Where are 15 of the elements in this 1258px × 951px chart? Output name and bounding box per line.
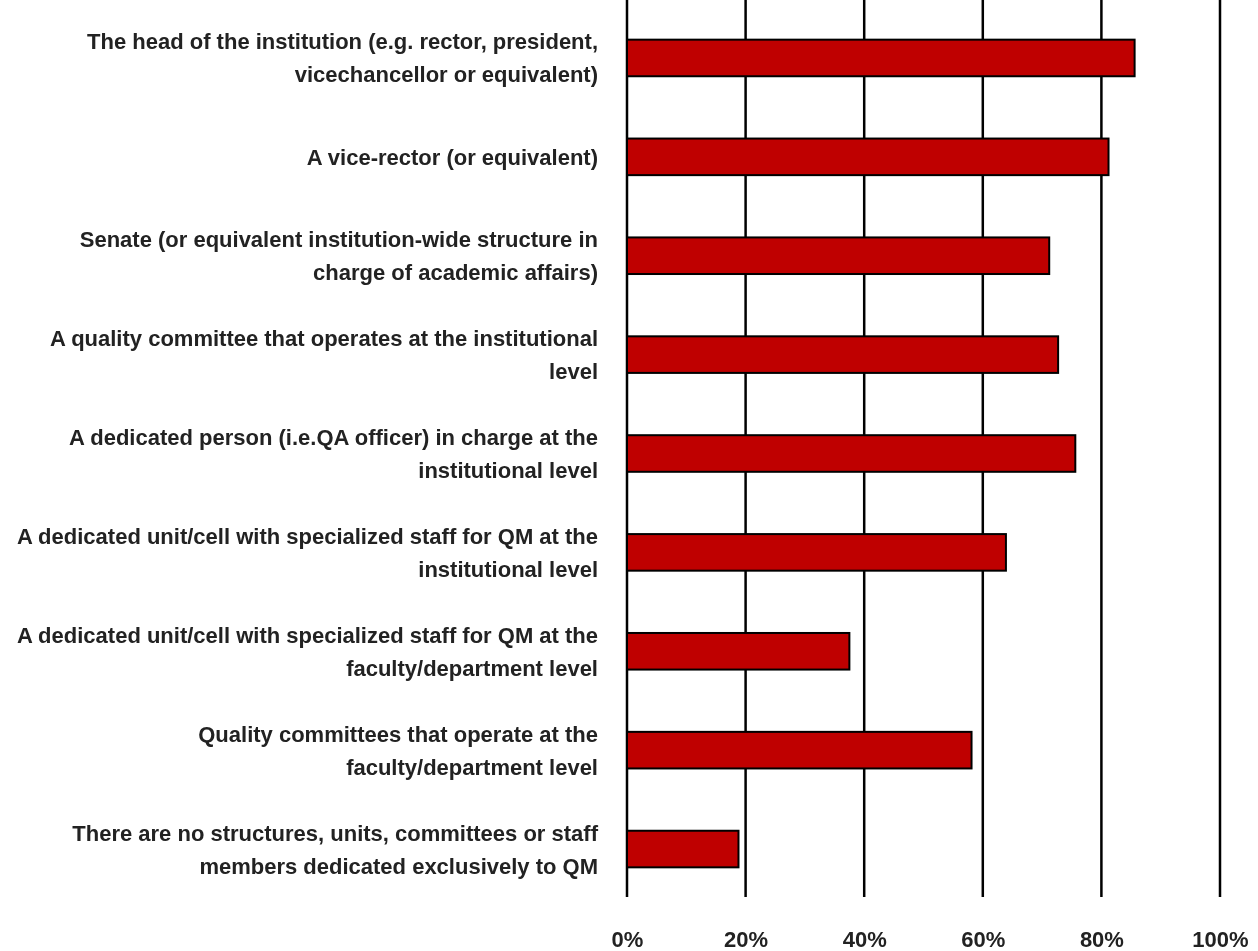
y-tick-label: The head of the institution (e.g. rector, president, vicechancellor or equivalent) [87, 29, 598, 88]
x-tick-label: 0% [611, 926, 644, 951]
y-tick-label: A dedicated unit/cell with specialized staff for QM at the institutional level [16, 523, 598, 582]
x-tick-label: 40% [842, 926, 887, 951]
y-tick-label: Quality committees that operate at the faculty/department level [198, 721, 598, 780]
y-tick-label: A quality committee that operates at the institutional level [49, 326, 598, 385]
x-tick-label: 80% [1079, 926, 1124, 951]
y-tick-label: A dedicated unit/cell with specialized staff for QM at the faculty/department level [16, 622, 598, 681]
x-tick-label: 100% [1192, 926, 1249, 951]
y-tick-label: There are no structures, units, committees or staff members dedicated exclusively to QM [72, 820, 599, 879]
y-tick-label: A vice-rector (or equivalent) [306, 144, 598, 170]
y-tick-label: A dedicated person (i.e.QA officer) in charge at the institutional level [69, 425, 598, 483]
x-tick-label: 60% [961, 926, 1006, 951]
x-tick-label: 20% [724, 926, 769, 951]
y-tick-label: Senate (or equivalent institution-wide structure in charge of academic affairs) [79, 227, 598, 286]
